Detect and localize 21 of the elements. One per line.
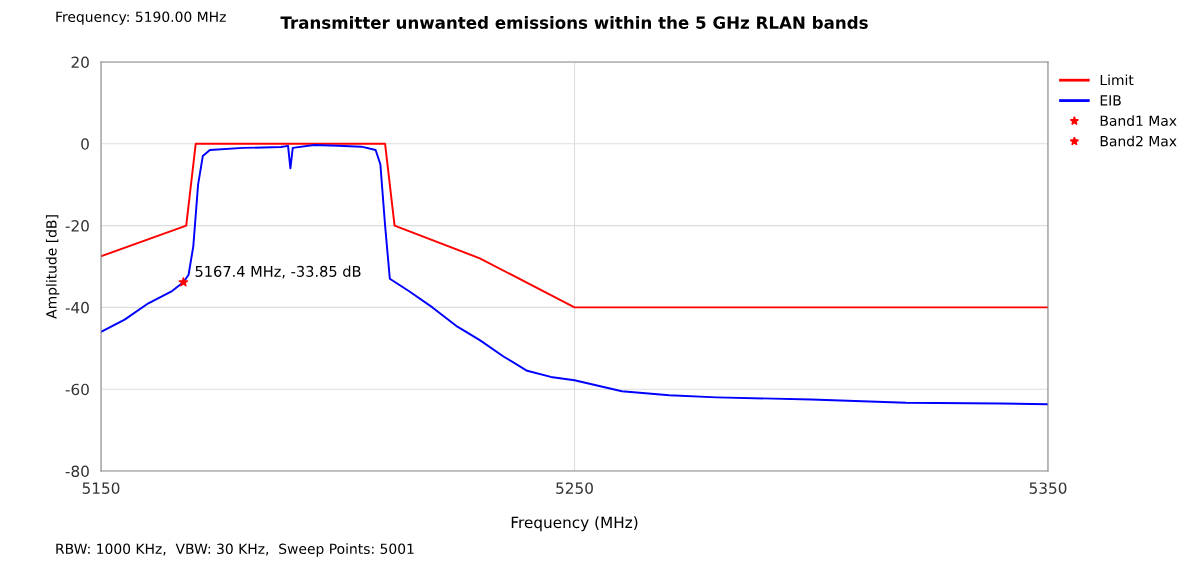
- text: Frequency: 5190.00 MHz: [56, 11, 226, 25]
- y-axis-title: Amplitude [dB]: [45, 215, 60, 319]
- legend-label: Band1 Max: [1100, 115, 1177, 127]
- line-series: [101, 142, 1048, 309]
- x-tick-label: 5250: [556, 482, 593, 494]
- y-tick-label: -40: [65, 301, 89, 314]
- annotation: 5167.4 MHz, -33.85 dB: [195, 265, 361, 279]
- y-tick-label: -80: [65, 465, 89, 478]
- y-tick-label: -20: [65, 220, 89, 232]
- x-tick-label: 5350: [1029, 482, 1067, 494]
- legend-label: Limit: [1100, 74, 1134, 86]
- legend-label: Band2 Max: [1100, 135, 1177, 147]
- text: RBW: 1000 KHz, VBW: 30 KHz, Sweep Points: 5001: [56, 543, 414, 557]
- x-axis-title: Frequency (MHz): [511, 516, 638, 532]
- legend-label: EIB: [1100, 95, 1121, 106]
- y-tick-label: 20: [71, 56, 89, 69]
- y-tick-label: -60: [65, 383, 89, 396]
- line-series: [101, 144, 1048, 406]
- y-tick-label: 0: [81, 138, 89, 150]
- chart-title: Transmitter unwanted emissions within the 5 GHz RLAN bands: [280, 16, 868, 29]
- x-tick-label: 5150: [82, 482, 120, 494]
